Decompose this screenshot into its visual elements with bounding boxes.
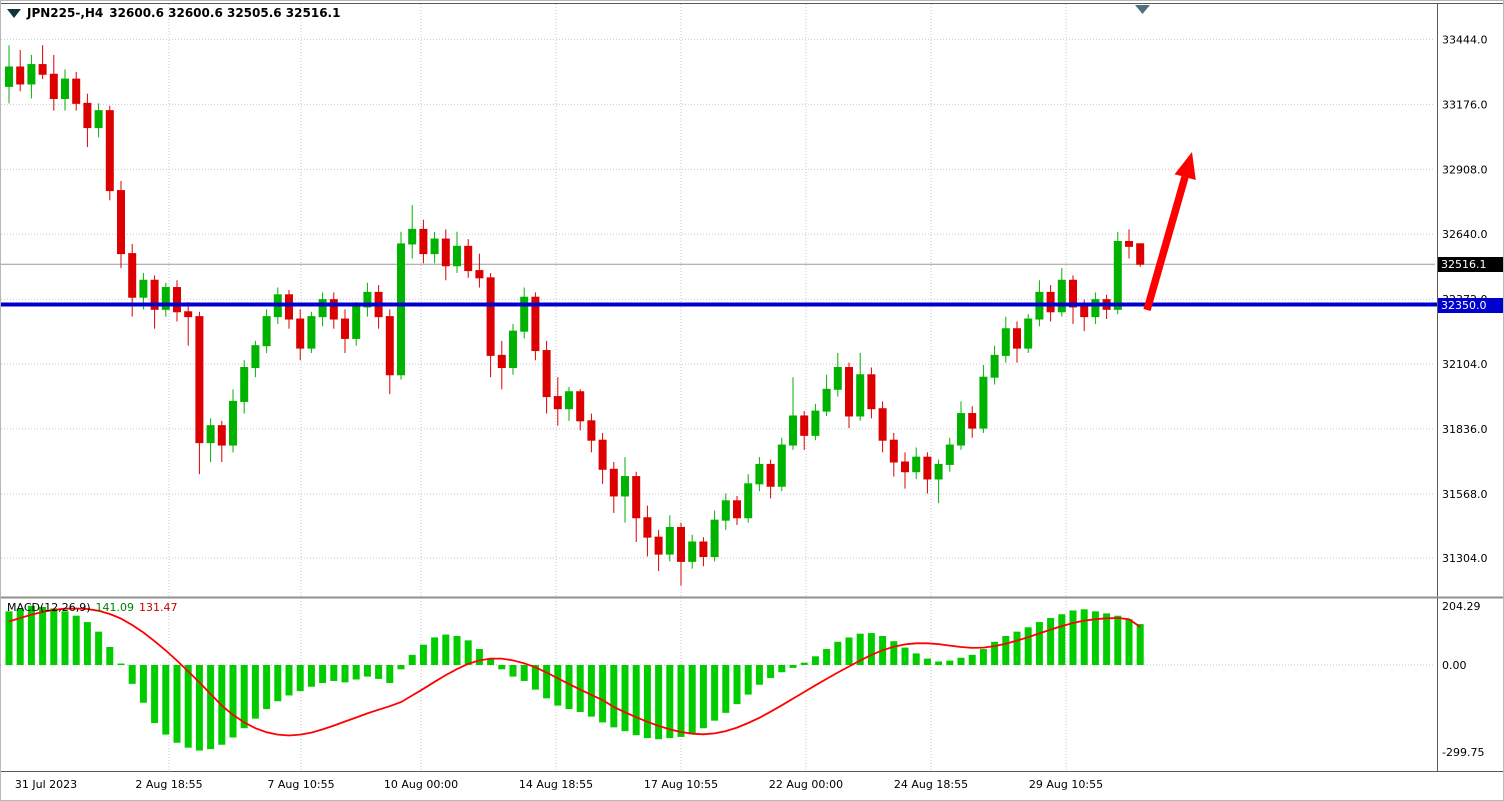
- svg-text:24 Aug 18:55: 24 Aug 18:55: [894, 778, 968, 791]
- svg-text:33444.0: 33444.0: [1442, 33, 1488, 46]
- macd-signal-line: [8, 607, 1141, 737]
- svg-text:10 Aug 00:00: 10 Aug 00:00: [384, 778, 458, 791]
- svg-text:32104.0: 32104.0: [1442, 358, 1488, 371]
- svg-text:22 Aug 00:00: 22 Aug 00:00: [769, 778, 843, 791]
- macd-indicator-label: MACD(12,26,9) 141.09 131.47: [7, 601, 178, 614]
- grid-lines: [1, 4, 1435, 771]
- symbol-info: JPN225-,H4 32600.6 32600.6 32505.6 32516…: [7, 6, 340, 20]
- svg-text:31836.0: 31836.0: [1442, 423, 1488, 436]
- svg-text:0.00: 0.00: [1442, 659, 1467, 672]
- svg-text:31304.0: 31304.0: [1442, 552, 1488, 565]
- ohlc-values-label: 32600.6 32600.6 32505.6 32516.1: [109, 6, 341, 20]
- svg-text:31 Jul 2023: 31 Jul 2023: [15, 778, 77, 791]
- svg-text:31568.0: 31568.0: [1442, 488, 1488, 501]
- svg-text:-299.75: -299.75: [1442, 746, 1484, 759]
- chart-end-marker-icon: [1135, 5, 1150, 14]
- hline-price-tag[interactable]: 32350.0: [1438, 298, 1503, 313]
- axis-labels: 33444.033176.032908.032640.032372.032104…: [15, 33, 1488, 791]
- macd-name-label: MACD(12,26,9): [7, 601, 91, 614]
- svg-text:14 Aug 18:55: 14 Aug 18:55: [519, 778, 593, 791]
- symbol-timeframe-label: JPN225-,H4: [27, 6, 104, 20]
- macd-signal-value: 131.47: [139, 601, 178, 614]
- current-price-tag: 32516.1: [1438, 257, 1503, 272]
- svg-text:29 Aug 10:55: 29 Aug 10:55: [1029, 778, 1103, 791]
- macd-histogram: [5, 605, 1144, 751]
- trend-arrow[interactable]: [1143, 152, 1196, 312]
- svg-text:2 Aug 18:55: 2 Aug 18:55: [135, 778, 202, 791]
- symbol-marker-icon: [7, 9, 21, 18]
- svg-text:17 Aug 10:55: 17 Aug 10:55: [644, 778, 718, 791]
- svg-text:32640.0: 32640.0: [1442, 228, 1488, 241]
- svg-text:32908.0: 32908.0: [1442, 163, 1488, 176]
- macd-main-value: 141.09: [95, 601, 135, 614]
- svg-text:33176.0: 33176.0: [1442, 98, 1488, 111]
- candlesticks: [5, 45, 1145, 586]
- svg-text:204.29: 204.29: [1442, 600, 1481, 613]
- svg-text:7 Aug 10:55: 7 Aug 10:55: [267, 778, 334, 791]
